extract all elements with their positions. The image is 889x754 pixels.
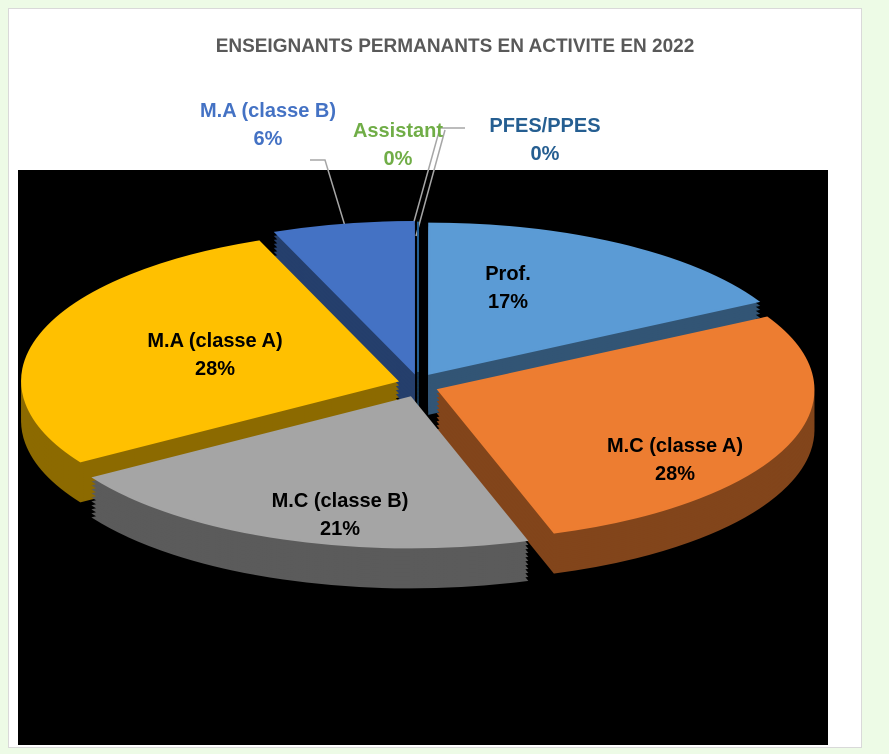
value-label: 6%: [253, 128, 283, 150]
value-label: 28%: [194, 358, 236, 380]
leader-line: [409, 127, 465, 237]
slice: [273, 221, 415, 375]
category-label: M.A (classe B): [200, 100, 336, 122]
slice: [91, 396, 529, 549]
slice: [428, 222, 761, 375]
data-label: M.C (classe B) 21%: [270, 487, 410, 543]
value-label: 0%: [530, 143, 560, 165]
category-label: Prof.: [485, 263, 531, 285]
value-label: 21%: [319, 518, 361, 540]
category-label: M.C (classe A): [607, 435, 743, 457]
leader-line: [310, 159, 349, 237]
category-label: M.A (classe A): [147, 330, 283, 352]
data-label: M.A (classe A) 28%: [145, 327, 285, 383]
data-label: M.A (classe B) 6%: [198, 97, 338, 153]
chart-title: ENSEIGNANTS PERMANANTS EN ACTIVITE EN 20…: [215, 36, 695, 57]
slice: [436, 316, 815, 534]
category-label: PFES/PPES: [489, 115, 601, 137]
category-label: M.C (classe B): [271, 490, 409, 512]
category-label: Assistant: [352, 120, 444, 142]
slice: [21, 240, 400, 463]
data-label: Prof. 17%: [448, 260, 568, 316]
data-label: PFES/PPES 0%: [480, 112, 610, 168]
data-label: M.C (classe A) 28%: [605, 432, 745, 488]
leader-line: [415, 129, 446, 237]
value-label: 0%: [383, 148, 413, 170]
value-label: 17%: [487, 291, 529, 313]
data-label: Assistant 0%: [343, 117, 453, 173]
value-label: 28%: [654, 463, 696, 485]
